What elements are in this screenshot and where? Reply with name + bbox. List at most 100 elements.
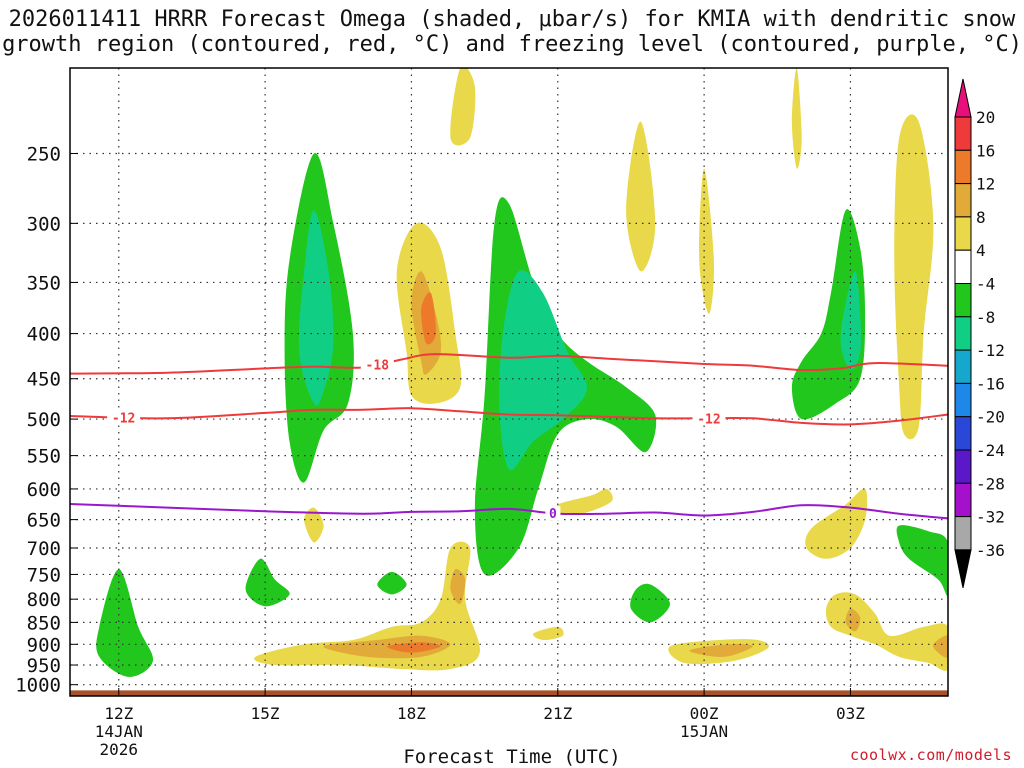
- contour-line--18: [70, 353, 948, 375]
- y-tick-label-450: 450: [27, 369, 61, 391]
- omega-region-9-value--4: [630, 583, 670, 623]
- colorbar-label--28: -28: [976, 474, 1005, 493]
- omega-region-29-value-4: [304, 507, 324, 543]
- contour-label-0: 0: [549, 507, 557, 522]
- colorbar-bottom-arrow: [954, 549, 972, 589]
- colorbar-swatch-6: [954, 283, 972, 318]
- omega-region-8-value--4: [377, 571, 407, 595]
- x-tick-label-15Z-0: 15Z: [251, 704, 280, 723]
- omega-region-1-value--8: [298, 210, 334, 406]
- colorbar-label-8: 8: [976, 208, 986, 227]
- omega-region-6-value--4: [96, 569, 154, 677]
- y-tick-label-600: 600: [27, 479, 61, 501]
- contour-label-bg-1: [107, 410, 141, 425]
- x-tick-label-12Z-0: 12Z: [104, 704, 133, 723]
- x-tick-label-03Z-0: 03Z: [836, 704, 865, 723]
- y-tick-label-700: 700: [27, 538, 61, 560]
- colorbar-swatch-12: [954, 482, 972, 518]
- y-tick-label-350: 350: [27, 272, 61, 294]
- colorbar-swatch-3: [954, 183, 972, 218]
- colorbar-swatch-11: [954, 449, 972, 484]
- colorbar-swatch-2: [954, 149, 972, 185]
- colorbar-label--8: -8: [976, 308, 995, 327]
- contour-label--12: -12: [112, 411, 135, 426]
- y-tick-label-250: 250: [27, 143, 61, 165]
- chart-title-line-1: 2026011411 HRRR Forecast Omega (shaded, …: [8, 7, 1016, 32]
- omega-region-25-value-4: [825, 592, 948, 671]
- colorbar-label-4: 4: [976, 241, 986, 260]
- omega-region-3-value--8: [499, 270, 587, 471]
- x-tick-label-21Z-0: 21Z: [543, 704, 572, 723]
- omega-region-24-value-8: [689, 644, 753, 657]
- colorbar-swatch-7: [954, 316, 972, 351]
- ground-bar: [70, 690, 948, 696]
- y-tick-label-950: 950: [27, 655, 61, 677]
- omega-region-15-value-4: [894, 114, 934, 440]
- omega-region-20-value-8: [323, 635, 451, 659]
- colorbar-label--20: -20: [976, 408, 1005, 427]
- x-tick-label-18Z-0: 18Z: [397, 704, 426, 723]
- omega-region-13-value-12: [421, 292, 436, 345]
- contours: -18 -12 -12 0: [70, 353, 948, 522]
- colorbar-label--32: -32: [976, 508, 1005, 527]
- chart-title-line-2: growth region (contoured, red, °C) and f…: [2, 32, 1022, 57]
- x-tick-label-12Z-1: 14JAN: [95, 722, 143, 741]
- colorbar-label--36: -36: [976, 541, 1005, 560]
- omega-region-27-value-8: [933, 635, 948, 658]
- colorbar-label-20: 20: [976, 108, 995, 127]
- omega-region-26-value-8: [845, 608, 861, 632]
- y-tick-label-850: 850: [27, 612, 61, 634]
- x-tick-label-00Z-1: 15JAN: [680, 722, 728, 741]
- y-tick-label-800: 800: [27, 589, 61, 611]
- colorbar-label-12: 12: [976, 175, 995, 194]
- omega-region-18-value-4: [791, 68, 802, 169]
- contour-line-0: [70, 503, 948, 520]
- colorbar-label--12: -12: [976, 341, 1005, 360]
- colorbar-swatch-5: [954, 249, 972, 284]
- colorbar-swatch-1: [954, 116, 972, 151]
- colorbar-swatch-9: [954, 382, 972, 418]
- omega-region-22-value-8: [450, 569, 466, 605]
- contour-label--18: -18: [366, 359, 390, 374]
- contour-label--12: -12: [697, 412, 720, 427]
- colorbar-label--4: -4: [976, 275, 995, 294]
- credit-text: coolwx.com/models: [849, 746, 1012, 764]
- omega-region-17-value-4: [699, 168, 715, 314]
- x-axis-title: Forecast Time (UTC): [403, 746, 621, 768]
- colorbar-swatch-10: [954, 416, 972, 451]
- colorbar-label--16: -16: [976, 374, 1005, 393]
- omega-region-5-value--8: [840, 271, 862, 371]
- colorbar-top-arrow: [954, 78, 972, 118]
- y-tick-label-650: 650: [27, 510, 61, 532]
- colorbar-swatch-13: [954, 516, 972, 551]
- y-tick-label-900: 900: [27, 634, 61, 656]
- colorbar-swatch-4: [954, 216, 972, 251]
- omega-region-7-value--4: [245, 558, 290, 607]
- contour-label-bg-2: [692, 411, 726, 426]
- colorbar-label--24: -24: [976, 441, 1005, 460]
- contour-label-bg-0: [360, 357, 394, 372]
- omega-region-16-value-4: [450, 68, 476, 146]
- plot-frame: [69, 67, 949, 697]
- contour-label-bg-3: [545, 506, 561, 521]
- omega-region-21-value-12: [386, 642, 441, 653]
- x-tick-label-12Z-2: 2026: [100, 740, 139, 759]
- x-tick-label-00Z-0: 00Z: [690, 704, 719, 723]
- colorbar-swatch-8: [954, 349, 972, 384]
- y-axis: 2503003504004505005506006507007508008509…: [15, 143, 78, 697]
- omega-region-28-value-4: [805, 488, 868, 559]
- omega-region-10-value--4: [896, 525, 948, 596]
- y-tick-label-750: 750: [27, 564, 61, 586]
- y-tick-label-1000: 1000: [15, 675, 61, 697]
- y-tick-label-500: 500: [27, 409, 61, 431]
- y-tick-label-300: 300: [27, 213, 61, 235]
- omega-shading: [70, 68, 948, 696]
- y-tick-label-550: 550: [27, 446, 61, 468]
- omega-region-14-value-4: [626, 121, 656, 272]
- contour-line--12: [70, 407, 948, 426]
- colorbar: 20 16 12 8 4 -4 -8 -12 -16 -20 -24 -28 -32 -36: [954, 78, 1005, 589]
- omega-region-31-value-4: [532, 626, 564, 641]
- y-tick-label-400: 400: [27, 324, 61, 346]
